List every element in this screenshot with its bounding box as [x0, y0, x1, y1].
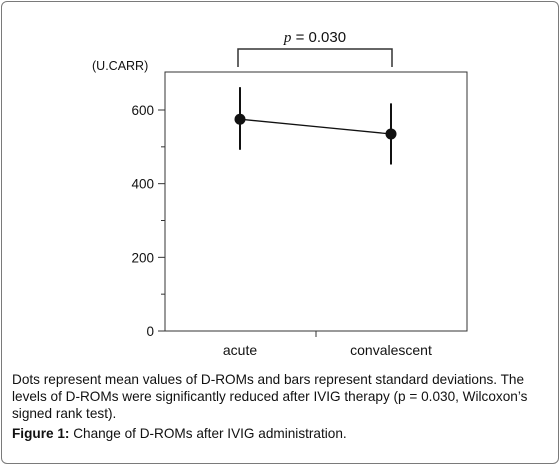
figure-title-line: Figure 1: Change of D-ROMs after IVIG ad…	[12, 425, 552, 442]
p-value: = 0.030	[291, 29, 346, 46]
x-axis: acute convalescent	[223, 331, 432, 358]
mean-connector-line	[239, 118, 392, 135]
bracket-line	[237, 48, 393, 67]
significance-bracket: p = 0.030	[237, 29, 393, 67]
x-tick-label: acute	[223, 342, 257, 358]
figure-label: Figure 1:	[12, 426, 70, 441]
y-tick-label: 0	[146, 324, 154, 339]
p-symbol: p	[283, 30, 292, 46]
figure-caption: Dots represent mean values of D-ROMs and…	[12, 371, 552, 442]
x-tick-label: convalescent	[350, 342, 432, 358]
plot-area	[164, 71, 468, 332]
mean-point	[234, 113, 246, 125]
caption-text: Dots represent mean values of D-ROMs and…	[12, 372, 528, 421]
y-unit-label: (U.CARR)	[92, 59, 148, 73]
y-tick-label: 400	[131, 177, 154, 192]
p-value-label: p = 0.030	[283, 29, 346, 46]
y-tick-label: 600	[131, 103, 154, 118]
y-axis: 0 200 400 600	[131, 103, 165, 339]
figure-title: Change of D-ROMs after IVIG administrati…	[73, 426, 347, 441]
y-tick-label: 200	[131, 250, 154, 265]
mean-point	[385, 128, 397, 140]
series	[234, 87, 397, 165]
